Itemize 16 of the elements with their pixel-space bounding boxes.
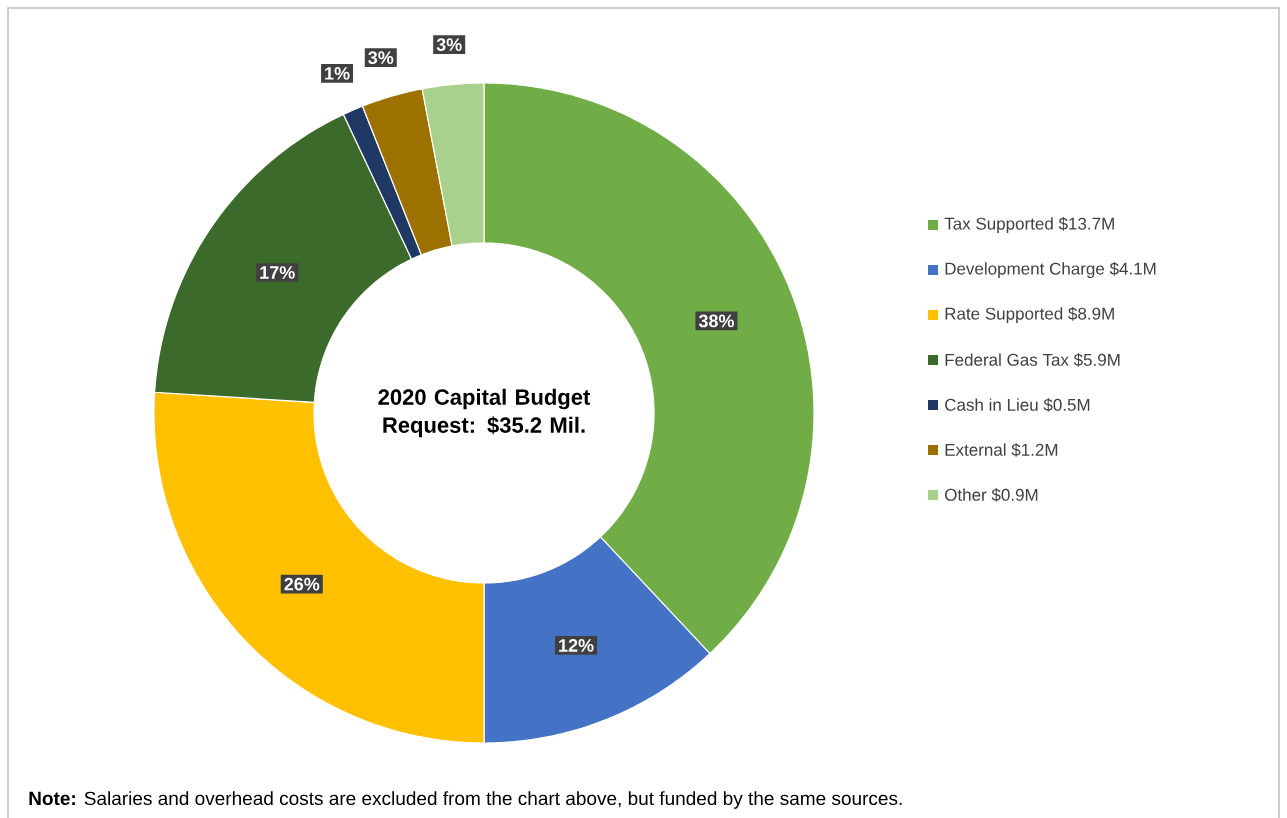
text: Note: Salaries and overhead costs are excluded from the chart above, but funded by the same sources. [29, 791, 902, 809]
text: 2020 Capital Budget Request: $35.2 Mil. [378, 388, 591, 438]
data-label: 12% [559, 639, 594, 652]
data-label: 1% [325, 67, 350, 80]
data-label: 26% [284, 577, 320, 591]
data-label: 3% [436, 38, 462, 52]
data-label: 38% [698, 314, 734, 328]
data-label: 17% [260, 266, 295, 279]
legend-label: Federal Gas Tax $5.9M [945, 353, 1120, 367]
legend-label: Rate Supported $8.9M [945, 306, 1114, 324]
data-label: 3% [368, 51, 394, 65]
legend-label: Tax Supported $13.7M [944, 216, 1114, 234]
legend-label: Cash in Lieu $0.5M [945, 398, 1090, 412]
legend-label: Other $0.9M [945, 488, 1038, 502]
legend-label: External $1.2M [945, 443, 1058, 457]
legend-label: Development Charge $4.1M [945, 261, 1156, 279]
